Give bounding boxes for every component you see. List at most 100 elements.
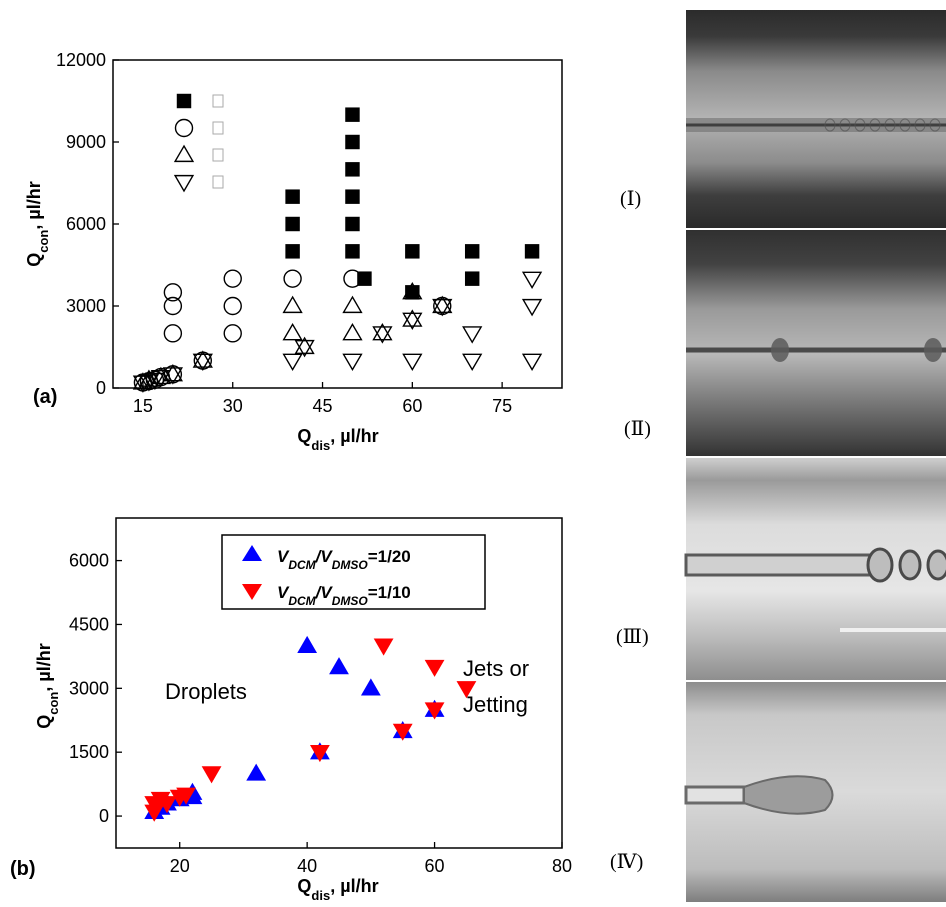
data-point-filled-square — [345, 107, 360, 122]
data-point-triangle-up — [246, 763, 267, 781]
annotation-jetting: Jetting — [463, 692, 528, 717]
micrograph-2 — [686, 230, 946, 456]
x-tick-label: 80 — [552, 856, 572, 876]
x-tick-label: 45 — [313, 396, 333, 416]
data-point-open-circle — [163, 324, 183, 343]
x-axis-title-b: Qdis, µl/hr — [297, 876, 378, 902]
micrograph-label-4: (Ⅳ) — [610, 851, 643, 873]
data-point-triangle-down — [373, 638, 394, 656]
data-point-open-circle — [223, 269, 242, 288]
data-point-open-triangle-down — [402, 312, 423, 330]
data-point-filled-square — [405, 244, 420, 259]
data-point-triangle-down — [392, 723, 413, 741]
data-point-open-triangle-up — [342, 323, 363, 341]
data-point-open-circle — [223, 296, 242, 316]
x-tick-label: 20 — [170, 856, 190, 876]
data-point-filled-square — [345, 244, 360, 259]
y-tick-label: 6000 — [69, 551, 109, 571]
data-point-open-triangle-down — [462, 326, 483, 344]
data-point-triangle-down — [424, 702, 445, 720]
legend-marker-open-triangle-down — [173, 174, 195, 193]
data-point-filled-square — [345, 189, 360, 204]
data-point-triangle-down — [456, 681, 477, 699]
data-point-filled-square — [464, 271, 480, 286]
micrograph-4 — [684, 682, 946, 902]
data-point-triangle-down — [176, 787, 196, 805]
data-points-b — [144, 635, 477, 822]
x-tick-label: 40 — [297, 856, 317, 876]
y-tick-label: 1500 — [69, 742, 109, 762]
data-point-open-triangle-up — [432, 295, 453, 314]
data-point-filled-square — [345, 162, 360, 177]
micrograph-column: (Ⅰ) (Ⅱ) (Ⅲ) (Ⅳ) — [610, 10, 946, 902]
data-point-open-triangle-down — [521, 353, 543, 371]
legend-entry-1-20: VDCM/VDMSO=1/20 — [277, 547, 411, 572]
data-point-open-triangle-down — [372, 326, 393, 344]
data-point-triangle-up — [360, 678, 381, 696]
data-point-filled-square — [345, 134, 360, 150]
data-point-open-triangle-up — [192, 350, 213, 368]
plot-frame-a — [112, 59, 563, 389]
data-point-filled-square — [285, 244, 300, 259]
data-point-open-triangle-up — [294, 336, 315, 355]
x-tick-label: 60 — [425, 856, 445, 876]
legend-placeholder-box — [212, 175, 224, 189]
annotation-droplets: Droplets — [165, 679, 247, 704]
legend-a — [173, 93, 224, 193]
data-point-open-circle — [343, 269, 362, 288]
data-point-open-triangle-down — [521, 298, 543, 317]
legend-placeholder-box — [212, 121, 224, 135]
data-point-open-triangle-down — [150, 369, 172, 388]
data-point-open-triangle-up — [138, 369, 160, 387]
data-point-open-triangle-down — [402, 353, 423, 371]
panel-label-b: (b) — [10, 858, 36, 880]
data-point-open-triangle-up — [342, 295, 363, 314]
data-point-open-circle — [223, 324, 242, 343]
data-point-open-triangle-down — [282, 353, 303, 371]
data-point-open-triangle-up — [402, 309, 423, 327]
data-point-triangle-down — [201, 766, 222, 784]
y-tick-label: 0 — [99, 806, 109, 826]
y-tick-label: 6000 — [66, 214, 106, 234]
data-point-open-triangle-up — [402, 282, 423, 300]
data-point-open-circle — [283, 269, 302, 288]
x-tick-label: 60 — [402, 396, 422, 416]
data-point-filled-square — [524, 244, 540, 259]
x-tick-label: 15 — [133, 396, 153, 416]
legend-marker-red — [242, 584, 262, 600]
data-point-open-triangle-down — [294, 339, 315, 358]
panel-label-a: (a) — [33, 386, 57, 408]
y-tick-label: 0 — [96, 378, 106, 398]
data-point-filled-square — [285, 189, 300, 204]
legend-placeholder-box — [212, 94, 224, 108]
y-axis-title-b: Qcon, µl/hr — [34, 643, 61, 729]
panel-a-chart: 15 30 45 60 75 0 3000 6000 9000 12000 Qcon, µl/hr… — [24, 50, 563, 453]
micrograph-3 — [684, 458, 946, 680]
data-point-open-triangle-down — [462, 353, 483, 371]
x-tick-label: 75 — [492, 396, 512, 416]
data-point-triangle-down — [424, 659, 445, 677]
legend-marker-blue — [242, 545, 262, 561]
data-point-triangle-up — [297, 635, 318, 653]
axis-ticks-b: 20 40 60 80 0 1500 3000 4500 6000 — [69, 551, 572, 876]
data-point-open-triangle-down — [162, 367, 184, 385]
data-points-a — [132, 107, 543, 393]
data-point-triangle-down — [157, 796, 177, 814]
y-tick-label: 4500 — [69, 614, 109, 634]
data-point-open-circle — [163, 296, 183, 316]
data-point-open-triangle-down — [144, 372, 166, 391]
y-tick-label: 3000 — [69, 678, 109, 698]
data-point-open-triangle-down — [138, 374, 160, 392]
data-point-open-triangle-down — [521, 271, 543, 289]
data-point-open-triangle-up — [282, 295, 303, 314]
y-tick-label: 3000 — [66, 296, 106, 316]
micrograph-1 — [686, 10, 946, 228]
axis-ticks-a: 15 30 45 60 75 0 3000 6000 9000 12000 — [56, 50, 512, 416]
legend-entry-1-10: VDCM/VDMSO=1/10 — [277, 583, 411, 608]
data-point-open-triangle-up — [372, 323, 393, 341]
data-point-open-triangle-up — [282, 323, 303, 341]
data-point-open-triangle-down — [192, 353, 213, 371]
data-point-open-triangle-down — [342, 353, 363, 371]
legend-box-b — [221, 534, 486, 610]
